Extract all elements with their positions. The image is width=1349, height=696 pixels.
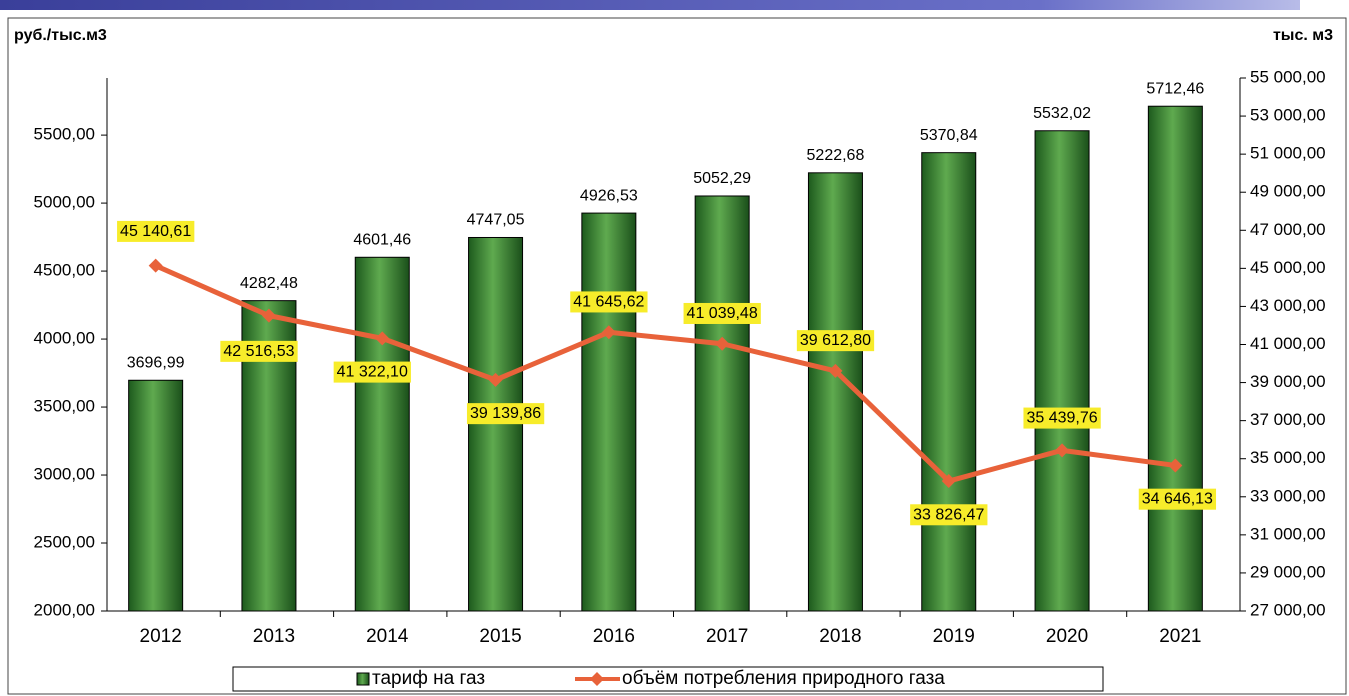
x-tick-label: 2021: [1159, 626, 1201, 647]
chart-frame: [7, 17, 1347, 695]
value-label-box: [1138, 488, 1217, 510]
bar-value-label: 5052,29: [693, 170, 751, 187]
bar: [581, 212, 637, 612]
bar-value-label: 5712,46: [1146, 80, 1204, 97]
bar: [468, 236, 524, 612]
value-label-box: [117, 220, 195, 242]
value-label-box: [1023, 407, 1101, 429]
x-tick-label: 2018: [819, 626, 861, 647]
value-label-box: [796, 330, 875, 352]
line-marker: [488, 372, 503, 387]
x-tick-label: 2020: [1046, 626, 1088, 647]
y2-tick-label: 53 000,00: [1250, 106, 1326, 125]
bar-value-label: 3696,99: [127, 354, 185, 371]
y2-tick-label: 47 000,00: [1250, 220, 1326, 239]
line: [154, 263, 1176, 484]
line-marker: [828, 363, 843, 378]
y2-tick-label: 55 000,00: [1250, 67, 1326, 86]
bar: [1147, 105, 1203, 612]
line-marker: [375, 331, 390, 346]
bar: [694, 195, 750, 612]
y2-tick-label: 49 000,00: [1250, 182, 1326, 201]
y2-tick-label: 45 000,00: [1250, 258, 1326, 277]
line-value-label: 41 322,10: [337, 364, 408, 381]
line-value-label: 39 612,80: [800, 332, 871, 349]
line-value-label: 41 039,48: [687, 305, 758, 322]
x-tick-label: 2019: [933, 626, 975, 647]
y2-tick-label: 41 000,00: [1250, 334, 1326, 353]
line-marker: [1168, 458, 1183, 473]
legend-swatch: [590, 672, 604, 686]
legend-label: объём потребления природного газа: [622, 668, 945, 689]
header-strip: [0, 0, 1300, 10]
bar-value-label: 5222,68: [807, 147, 865, 164]
y-tick-label: 5500,00: [34, 125, 95, 144]
legend-label: тариф на газ: [372, 668, 485, 689]
y2-tick-label: 27 000,00: [1250, 600, 1326, 619]
y-tick-label: 2500,00: [34, 532, 95, 551]
line-value-label: 35 439,76: [1026, 410, 1097, 427]
x-tick-label: 2012: [140, 626, 182, 647]
y2-tick-label: 37 000,00: [1250, 410, 1326, 429]
bar-value-label: 4282,48: [240, 275, 298, 292]
x-tick-label: 2016: [593, 626, 635, 647]
bar: [128, 379, 184, 612]
y2-tick-label: 39 000,00: [1250, 372, 1326, 391]
y-tick-label: 4000,00: [34, 329, 95, 348]
value-label-box: [220, 340, 298, 362]
x-tick-label: 2013: [253, 626, 295, 647]
y2-tick-label: 35 000,00: [1250, 448, 1326, 467]
bar-value-label: 4747,05: [467, 212, 525, 229]
line-marker: [715, 336, 730, 351]
line-value-label: 34 646,13: [1142, 491, 1213, 508]
y-tick-label: 4500,00: [34, 261, 95, 280]
line-value-label: 42 516,53: [223, 343, 294, 360]
value-label-box: [466, 403, 545, 425]
legend-swatch: [356, 672, 370, 686]
bar-value-label: 5370,84: [920, 127, 978, 144]
line-value-label: 41 645,62: [573, 293, 644, 310]
y2-tick-label: 43 000,00: [1250, 296, 1326, 315]
value-label-box: [683, 302, 761, 324]
bar: [807, 172, 863, 612]
y-tick-label: 5000,00: [34, 193, 95, 212]
x-tick-label: 2014: [366, 626, 409, 647]
line-marker: [601, 325, 616, 340]
line-marker: [148, 258, 163, 273]
y-tick-label: 3000,00: [34, 465, 95, 484]
x-tick-label: 2015: [479, 626, 521, 647]
y2-axis-label: тыс. м3: [1273, 27, 1333, 44]
legend-box: [232, 666, 1104, 692]
line-marker: [1055, 443, 1070, 458]
bar: [1034, 130, 1090, 612]
line-value-label: 33 826,47: [913, 506, 984, 523]
bar-value-label: 5532,02: [1033, 105, 1091, 122]
line-marker: [941, 474, 956, 489]
value-label-box: [333, 361, 411, 383]
x-tick-label: 2017: [706, 626, 748, 647]
bar-value-label: 4601,46: [353, 231, 411, 248]
bar-value-label: 4926,53: [580, 187, 638, 204]
y-tick-label: 3500,00: [34, 397, 95, 416]
y2-tick-label: 51 000,00: [1250, 144, 1326, 163]
y2-tick-label: 31 000,00: [1250, 524, 1326, 543]
bar: [354, 256, 410, 612]
y2-tick-label: 29 000,00: [1250, 562, 1326, 581]
line-value-label: 45 140,61: [120, 223, 191, 240]
bar: [921, 152, 977, 612]
value-label-box: [570, 291, 648, 313]
value-label-box: [910, 504, 988, 526]
line-marker: [261, 308, 276, 323]
y2-tick-label: 33 000,00: [1250, 486, 1326, 505]
y-tick-label: 2000,00: [34, 600, 95, 619]
y-axis-label: руб./тыс.м3: [14, 27, 107, 44]
line-value-label: 39 139,86: [470, 405, 541, 422]
